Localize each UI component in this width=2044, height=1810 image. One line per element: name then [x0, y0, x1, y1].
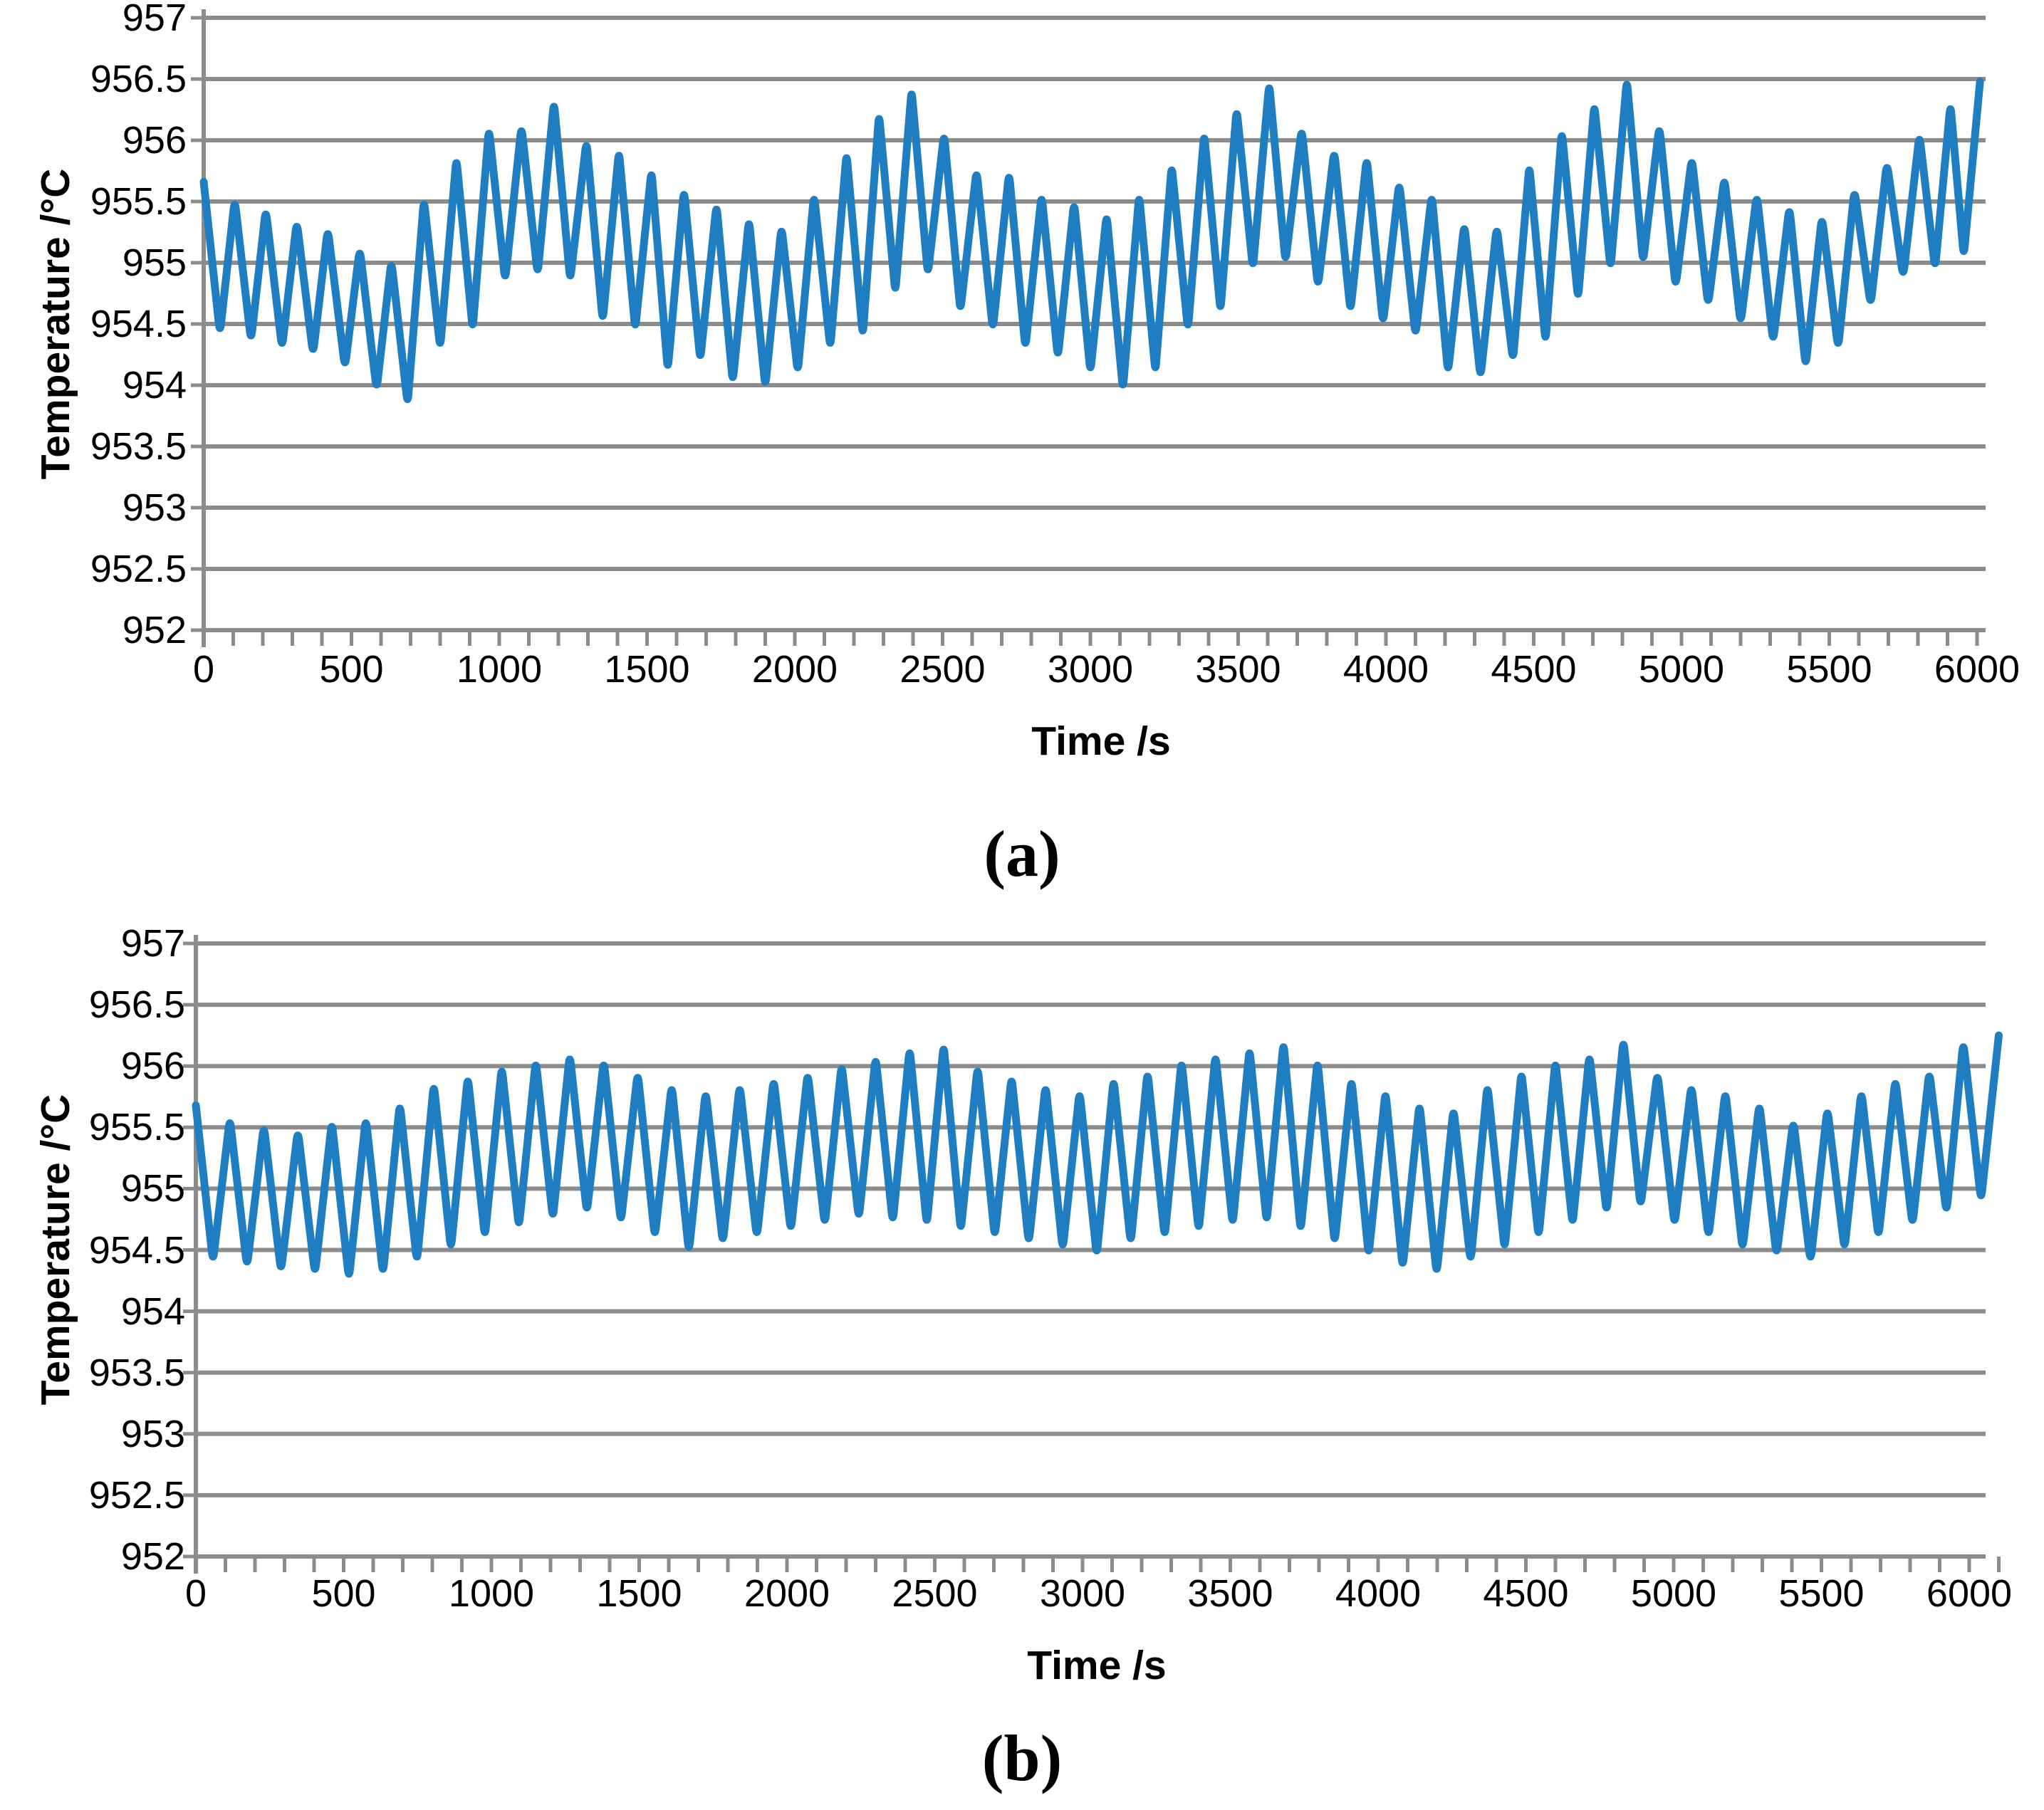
y-tick-label-a: 954 [122, 364, 187, 407]
x-tick-label-a: 4500 [1491, 648, 1577, 691]
y-tick-label-a: 953 [122, 486, 187, 529]
y-tick-label-b: 955 [120, 1167, 185, 1210]
x-tick-label-b: 500 [311, 1572, 376, 1615]
x-tick-label-a: 0 [192, 648, 215, 691]
x-tick-label-a: 3000 [1047, 648, 1134, 691]
x-tick-label-b: 2500 [892, 1572, 978, 1615]
y-tick-label-b: 952.5 [88, 1473, 185, 1517]
x-tick-label-b: 6000 [1926, 1572, 2013, 1615]
x-tick-label-a: 2000 [751, 648, 838, 691]
x-tick-label-a: 1000 [456, 648, 543, 691]
series-temperature-chart-b [192, 1031, 2003, 1278]
y-tick-label-a: 954.5 [90, 303, 187, 345]
x-tick-label-b: 5000 [1630, 1572, 1717, 1615]
y-tick-label-a: 952 [122, 609, 187, 652]
y-tick-label-b: 954 [120, 1290, 185, 1333]
x-tick-label-a: 1500 [604, 648, 690, 691]
series-temperature-chart-a [199, 77, 1984, 404]
y-tick-label-b: 957 [120, 922, 185, 965]
y-tick-label-b: 952 [120, 1535, 185, 1578]
x-tick-label-b: 1500 [596, 1572, 682, 1615]
y-tick-label-a: 952.5 [90, 548, 187, 590]
caption-a: (a) [984, 817, 1060, 890]
x-tick-label-b: 3000 [1039, 1572, 1126, 1615]
x-tick-label-a: 6000 [1934, 648, 2020, 691]
y-tick-label-b: 956 [120, 1045, 185, 1088]
y-tick-label-a: 955 [122, 241, 187, 284]
y-tick-label-b: 954.5 [88, 1228, 185, 1272]
x-tick-label-a: 5500 [1786, 648, 1872, 691]
x-tick-label-a: 4000 [1342, 648, 1429, 691]
x-tick-label-b: 1000 [448, 1572, 535, 1615]
x-tick-label-a: 2500 [900, 648, 986, 691]
y-tick-label-b: 955.5 [88, 1106, 185, 1149]
x-tick-label-b: 3500 [1187, 1572, 1273, 1615]
x-tick-label-b: 0 [184, 1572, 207, 1615]
y-tick-label-a: 957 [122, 0, 187, 39]
x-tick-label-b: 5500 [1778, 1572, 1865, 1615]
chart-a-x-axis-title: Time /s [1031, 718, 1171, 764]
y-tick-label-a: 956 [122, 119, 187, 162]
y-tick-label-a: 956.5 [90, 58, 187, 100]
chart-b-x-axis-title: Time /s [1027, 1643, 1167, 1688]
y-tick-label-b: 953 [120, 1412, 185, 1455]
y-tick-label-a: 953.5 [90, 425, 187, 468]
x-tick-label-a: 5000 [1638, 648, 1725, 691]
y-tick-label-a: 955.5 [90, 180, 187, 223]
x-tick-label-b: 2000 [744, 1572, 830, 1615]
caption-b: (b) [981, 1722, 1063, 1794]
x-tick-label-a: 500 [319, 648, 384, 691]
y-tick-label-b: 956.5 [88, 983, 185, 1027]
x-tick-label-b: 4500 [1483, 1572, 1569, 1615]
x-tick-label-b: 4000 [1335, 1572, 1422, 1615]
x-tick-label-a: 3500 [1195, 648, 1281, 691]
y-tick-label-b: 953.5 [88, 1351, 185, 1394]
